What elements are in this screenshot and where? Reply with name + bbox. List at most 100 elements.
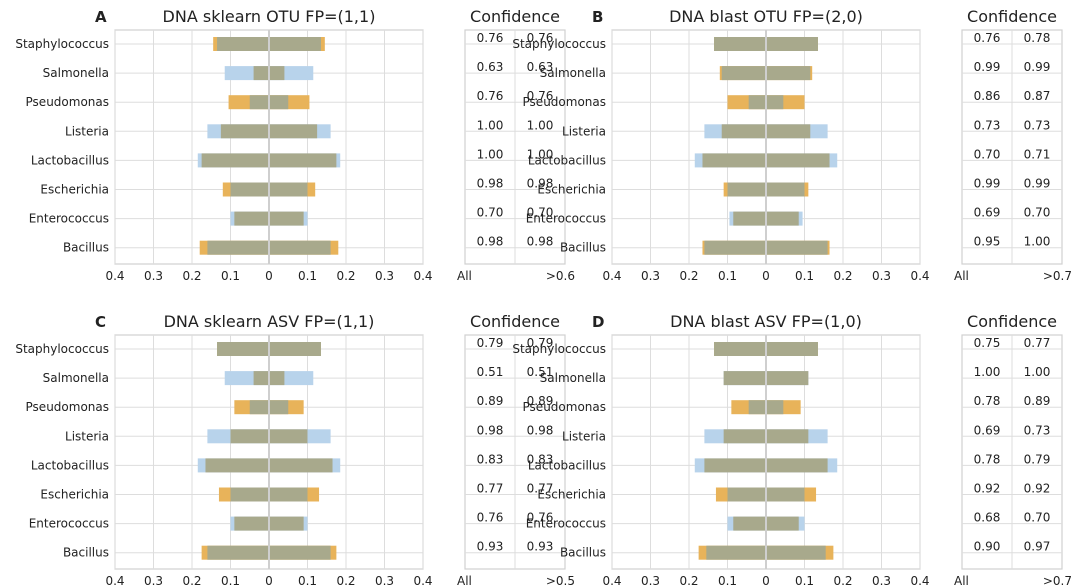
confidence-threshold-value: 0.98 [527, 423, 554, 437]
confidence-label-all: All [954, 574, 969, 587]
confidence-threshold-value: 0.93 [527, 540, 554, 554]
x-tick-label: 0.1 [718, 269, 737, 283]
x-tick-label: 0.2 [336, 269, 355, 283]
x-tick-label: 0.4 [413, 269, 432, 283]
confidence-all-value: 1.00 [477, 147, 504, 161]
panel-letter: D [592, 313, 604, 331]
category-label: Listeria [562, 124, 606, 138]
confidence-all-value: 0.90 [974, 540, 1001, 554]
x-tick-label: 0.2 [833, 269, 852, 283]
x-tick-label: 0.4 [602, 269, 621, 283]
confidence-threshold-value: 0.71 [1024, 147, 1051, 161]
confidence-threshold-value: 0.97 [1024, 540, 1051, 554]
confidence-threshold-value: 0.83 [527, 452, 554, 466]
confidence-threshold-value: 1.00 [1024, 365, 1051, 379]
confidence-threshold-value: 0.63 [527, 60, 554, 74]
x-tick-label: 0.1 [221, 269, 240, 283]
confidence-threshold-value: 1.00 [527, 147, 554, 161]
category-label: Staphylococcus [512, 37, 606, 51]
confidence-all-value: 0.98 [477, 235, 504, 249]
category-label: Bacillus [63, 546, 109, 560]
confidence-label-threshold: >0.6 [546, 269, 575, 283]
confidence-all-value: 0.69 [974, 206, 1001, 220]
category-label: Pseudomonas [26, 400, 109, 414]
x-tick-label: 0.1 [221, 574, 240, 587]
x-tick-label: 0.2 [182, 574, 201, 587]
confidence-panel: Confidence 0.75 1.00 0.78 0.69 0.78 0.92 0.68 0.… [954, 312, 1072, 587]
category-label: Bacillus [560, 241, 606, 255]
panel-c: Staphylococcus Salmonella Pseudomonas Liste… [15, 312, 575, 587]
x-tick-label: 0.3 [641, 269, 660, 283]
confidence-threshold-value: 0.76 [527, 89, 554, 103]
confidence-all-value: 0.78 [974, 452, 1001, 466]
confidence-threshold-value: 0.79 [527, 336, 554, 350]
panel-letter: C [95, 313, 106, 331]
confidence-all-value: 0.68 [974, 511, 1001, 525]
confidence-threshold-value: 0.51 [527, 365, 554, 379]
confidence-all-value: 0.83 [477, 452, 504, 466]
confidence-all-value: 0.70 [974, 147, 1001, 161]
confidence-title: Confidence [967, 7, 1057, 26]
x-tick-label: 0.2 [182, 269, 201, 283]
category-label: Listeria [562, 429, 606, 443]
panel-b: Staphylococcus Salmonella Pseudomonas Liste… [512, 7, 1072, 283]
confidence-all-value: 0.79 [477, 336, 504, 350]
confidence-threshold-value: 0.70 [1024, 511, 1051, 525]
category-label: Escherichia [537, 183, 606, 197]
confidence-label-all: All [954, 269, 969, 283]
x-tick-label: 0.3 [872, 574, 891, 587]
confidence-all-value: 0.78 [974, 394, 1001, 408]
confidence-label-all: All [457, 269, 472, 283]
category-label: Lactobacillus [31, 153, 109, 167]
x-tick-label: 0 [762, 269, 770, 283]
confidence-threshold-value: 0.98 [527, 235, 554, 249]
confidence-title: Confidence [470, 312, 560, 331]
confidence-threshold-value: 0.73 [1024, 423, 1051, 437]
chart-title: DNA blast ASV FP=(1,0) [670, 312, 862, 331]
x-tick-label: 0.1 [795, 574, 814, 587]
confidence-panel: Confidence 0.79 0.51 0.89 0.98 0.83 0.77 0.76 0.… [457, 312, 575, 587]
confidence-threshold-value: 0.89 [1024, 394, 1051, 408]
confidence-threshold-value: 0.92 [1024, 482, 1051, 496]
x-tick-label: 0.2 [679, 574, 698, 587]
confidence-all-value: 0.95 [974, 235, 1001, 249]
x-tick-label: 0 [265, 269, 273, 283]
category-label: Lactobacillus [528, 458, 606, 472]
category-label: Bacillus [63, 241, 109, 255]
confidence-all-value: 0.76 [477, 511, 504, 525]
chart-title: DNA blast OTU FP=(2,0) [669, 7, 863, 26]
category-label: Enterococcus [526, 517, 606, 531]
confidence-all-value: 0.98 [477, 177, 504, 191]
confidence-label-threshold: >0.7 [1043, 574, 1072, 587]
confidence-all-value: 0.69 [974, 423, 1001, 437]
x-tick-label: 0.3 [144, 269, 163, 283]
x-tick-label: 0.1 [718, 574, 737, 587]
category-label: Bacillus [560, 546, 606, 560]
category-label: Enterococcus [526, 212, 606, 226]
confidence-threshold-value: 1.00 [1024, 235, 1051, 249]
category-label: Salmonella [43, 66, 109, 80]
confidence-threshold-value: 0.99 [1024, 60, 1051, 74]
x-tick-label: 0.3 [641, 574, 660, 587]
confidence-all-value: 1.00 [477, 118, 504, 132]
category-label: Salmonella [43, 371, 109, 385]
category-label: Pseudomonas [523, 400, 606, 414]
x-tick-label: 0.1 [298, 269, 317, 283]
x-tick-label: 0.3 [375, 574, 394, 587]
confidence-threshold-value: 0.70 [1024, 206, 1051, 220]
confidence-all-value: 1.00 [974, 365, 1001, 379]
x-tick-label: 0.4 [910, 574, 929, 587]
panel-a: Staphylococcus Salmonella Pseudomonas Liste… [15, 7, 575, 283]
confidence-all-value: 0.98 [477, 423, 504, 437]
category-label: Escherichia [537, 488, 606, 502]
confidence-threshold-value: 0.87 [1024, 89, 1051, 103]
x-tick-label: 0.4 [105, 574, 124, 587]
confidence-panel: Confidence 0.76 0.99 0.86 0.73 0.70 0.99 0.69 0.… [954, 7, 1072, 283]
confidence-all-value: 0.99 [974, 177, 1001, 191]
confidence-threshold-value: 0.73 [1024, 118, 1051, 132]
x-tick-label: 0.4 [910, 269, 929, 283]
confidence-all-value: 0.77 [477, 482, 504, 496]
x-tick-label: 0 [762, 574, 770, 587]
category-label: Salmonella [540, 371, 606, 385]
confidence-all-value: 0.75 [974, 336, 1001, 350]
